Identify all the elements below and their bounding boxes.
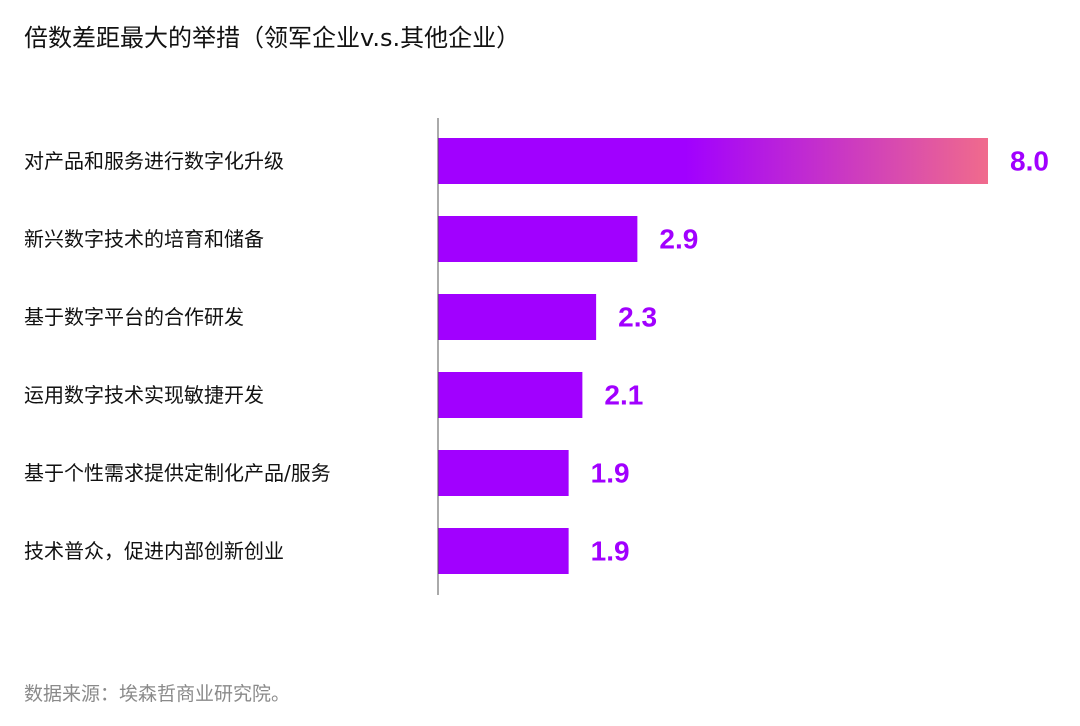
category-label: 技术普众，促进内部创新创业 <box>24 539 284 563</box>
category-label: 基于数字平台的合作研发 <box>24 305 244 329</box>
value-labels: 8.0 2.9 2.3 2.1 1.9 1.9 <box>591 146 1049 567</box>
category-labels: 对产品和服务进行数字化升级新兴数字技术的培育和储备基于数字平台的合作研发运用数字… <box>24 149 331 563</box>
value-label: 2.3 <box>618 302 657 333</box>
bar <box>438 372 583 418</box>
bar <box>438 294 597 340</box>
bars <box>438 138 988 574</box>
category-label: 对产品和服务进行数字化升级 <box>24 149 284 173</box>
source-note: 数据来源：埃森哲商业研究院。 <box>24 683 291 705</box>
category-label: 基于个性需求提供定制化产品/服务 <box>24 461 331 485</box>
chart-title: 倍数差距最大的举措（领军企业v.s.其他企业） <box>24 24 521 52</box>
bar <box>438 450 569 496</box>
bar <box>438 216 638 262</box>
category-label: 新兴数字技术的培育和储备 <box>24 227 264 251</box>
value-label: 2.1 <box>604 380 643 411</box>
value-label: 2.9 <box>659 224 698 255</box>
value-label: 1.9 <box>591 536 630 567</box>
value-label: 1.9 <box>591 458 630 489</box>
bar <box>438 528 569 574</box>
category-label: 运用数字技术实现敏捷开发 <box>24 383 264 407</box>
bar <box>438 138 988 184</box>
value-label: 8.0 <box>1010 146 1049 177</box>
